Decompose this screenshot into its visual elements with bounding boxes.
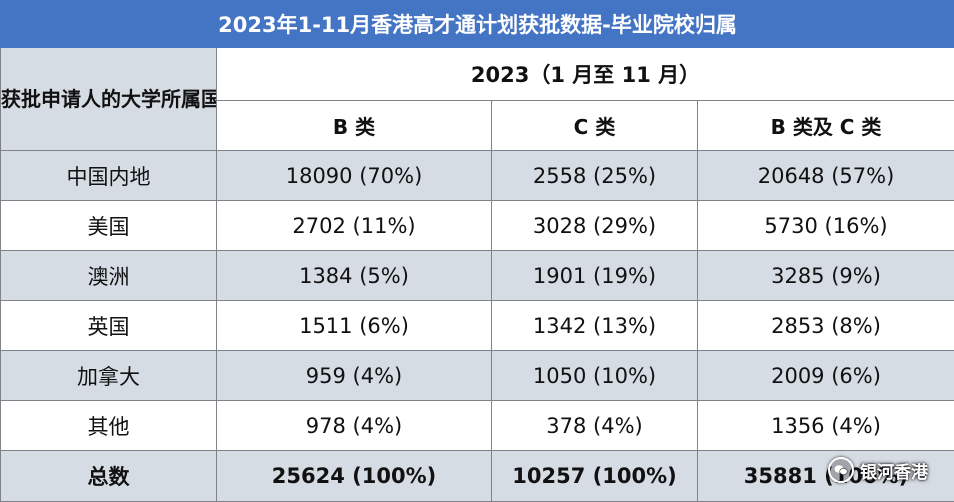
row-label: 中国内地 [1, 151, 217, 201]
row-header-label: 获批申请人的大学所属国家/地区 [1, 48, 217, 151]
title-row: 2023年1-11月香港高才通计划获批数据-毕业院校归属 [1, 1, 954, 48]
header-row: 获批申请人的大学所属国家/地区 2023（1 月至 11 月） [1, 48, 954, 101]
table-title: 2023年1-11月香港高才通计划获批数据-毕业院校归属 [1, 1, 954, 48]
cell-b: 959 (4%) [217, 351, 492, 401]
table-row: 英国 1511 (6%) 1342 (13%) 2853 (8%) [1, 301, 954, 351]
cell-b: 18090 (70%) [217, 151, 492, 201]
wechat-icon [828, 457, 854, 483]
cell-b: 2702 (11%) [217, 201, 492, 251]
cell-c: 1050 (10%) [492, 351, 698, 401]
row-label: 英国 [1, 301, 217, 351]
cell-bc: 2853 (8%) [698, 301, 954, 351]
cell-c: 3028 (29%) [492, 201, 698, 251]
cell-bc: 2009 (6%) [698, 351, 954, 401]
row-label: 澳洲 [1, 251, 217, 301]
cell-bc: 1356 (4%) [698, 401, 954, 451]
cell-c: 378 (4%) [492, 401, 698, 451]
cell-b: 1384 (5%) [217, 251, 492, 301]
row-label: 美国 [1, 201, 217, 251]
table-row: 澳洲 1384 (5%) 1901 (19%) 3285 (9%) [1, 251, 954, 301]
brand-badge: 银河香港 [828, 457, 928, 483]
cell-c: 1901 (19%) [492, 251, 698, 301]
total-label: 总数 [1, 451, 217, 502]
brand-name: 银河香港 [860, 458, 928, 483]
column-header-c: C 类 [492, 101, 698, 151]
row-label: 其他 [1, 401, 217, 451]
table-row: 中国内地 18090 (70%) 2558 (25%) 20648 (57%) [1, 151, 954, 201]
cell-bc: 3285 (9%) [698, 251, 954, 301]
cell-bc: 5730 (16%) [698, 201, 954, 251]
total-row: 总数 25624 (100%) 10257 (100%) 35881 (100%… [1, 451, 954, 502]
column-header-b: B 类 [217, 101, 492, 151]
cell-b: 978 (4%) [217, 401, 492, 451]
row-label: 加拿大 [1, 351, 217, 401]
total-b: 25624 (100%) [217, 451, 492, 502]
cell-c: 2558 (25%) [492, 151, 698, 201]
column-header-bc: B 类及 C 类 [698, 101, 954, 151]
cell-c: 1342 (13%) [492, 301, 698, 351]
cell-b: 1511 (6%) [217, 301, 492, 351]
table-row: 美国 2702 (11%) 3028 (29%) 5730 (16%) [1, 201, 954, 251]
total-c: 10257 (100%) [492, 451, 698, 502]
period-header: 2023（1 月至 11 月） [217, 48, 954, 101]
table-row: 加拿大 959 (4%) 1050 (10%) 2009 (6%) [1, 351, 954, 401]
table-row: 其他 978 (4%) 378 (4%) 1356 (4%) [1, 401, 954, 451]
cell-bc: 20648 (57%) [698, 151, 954, 201]
